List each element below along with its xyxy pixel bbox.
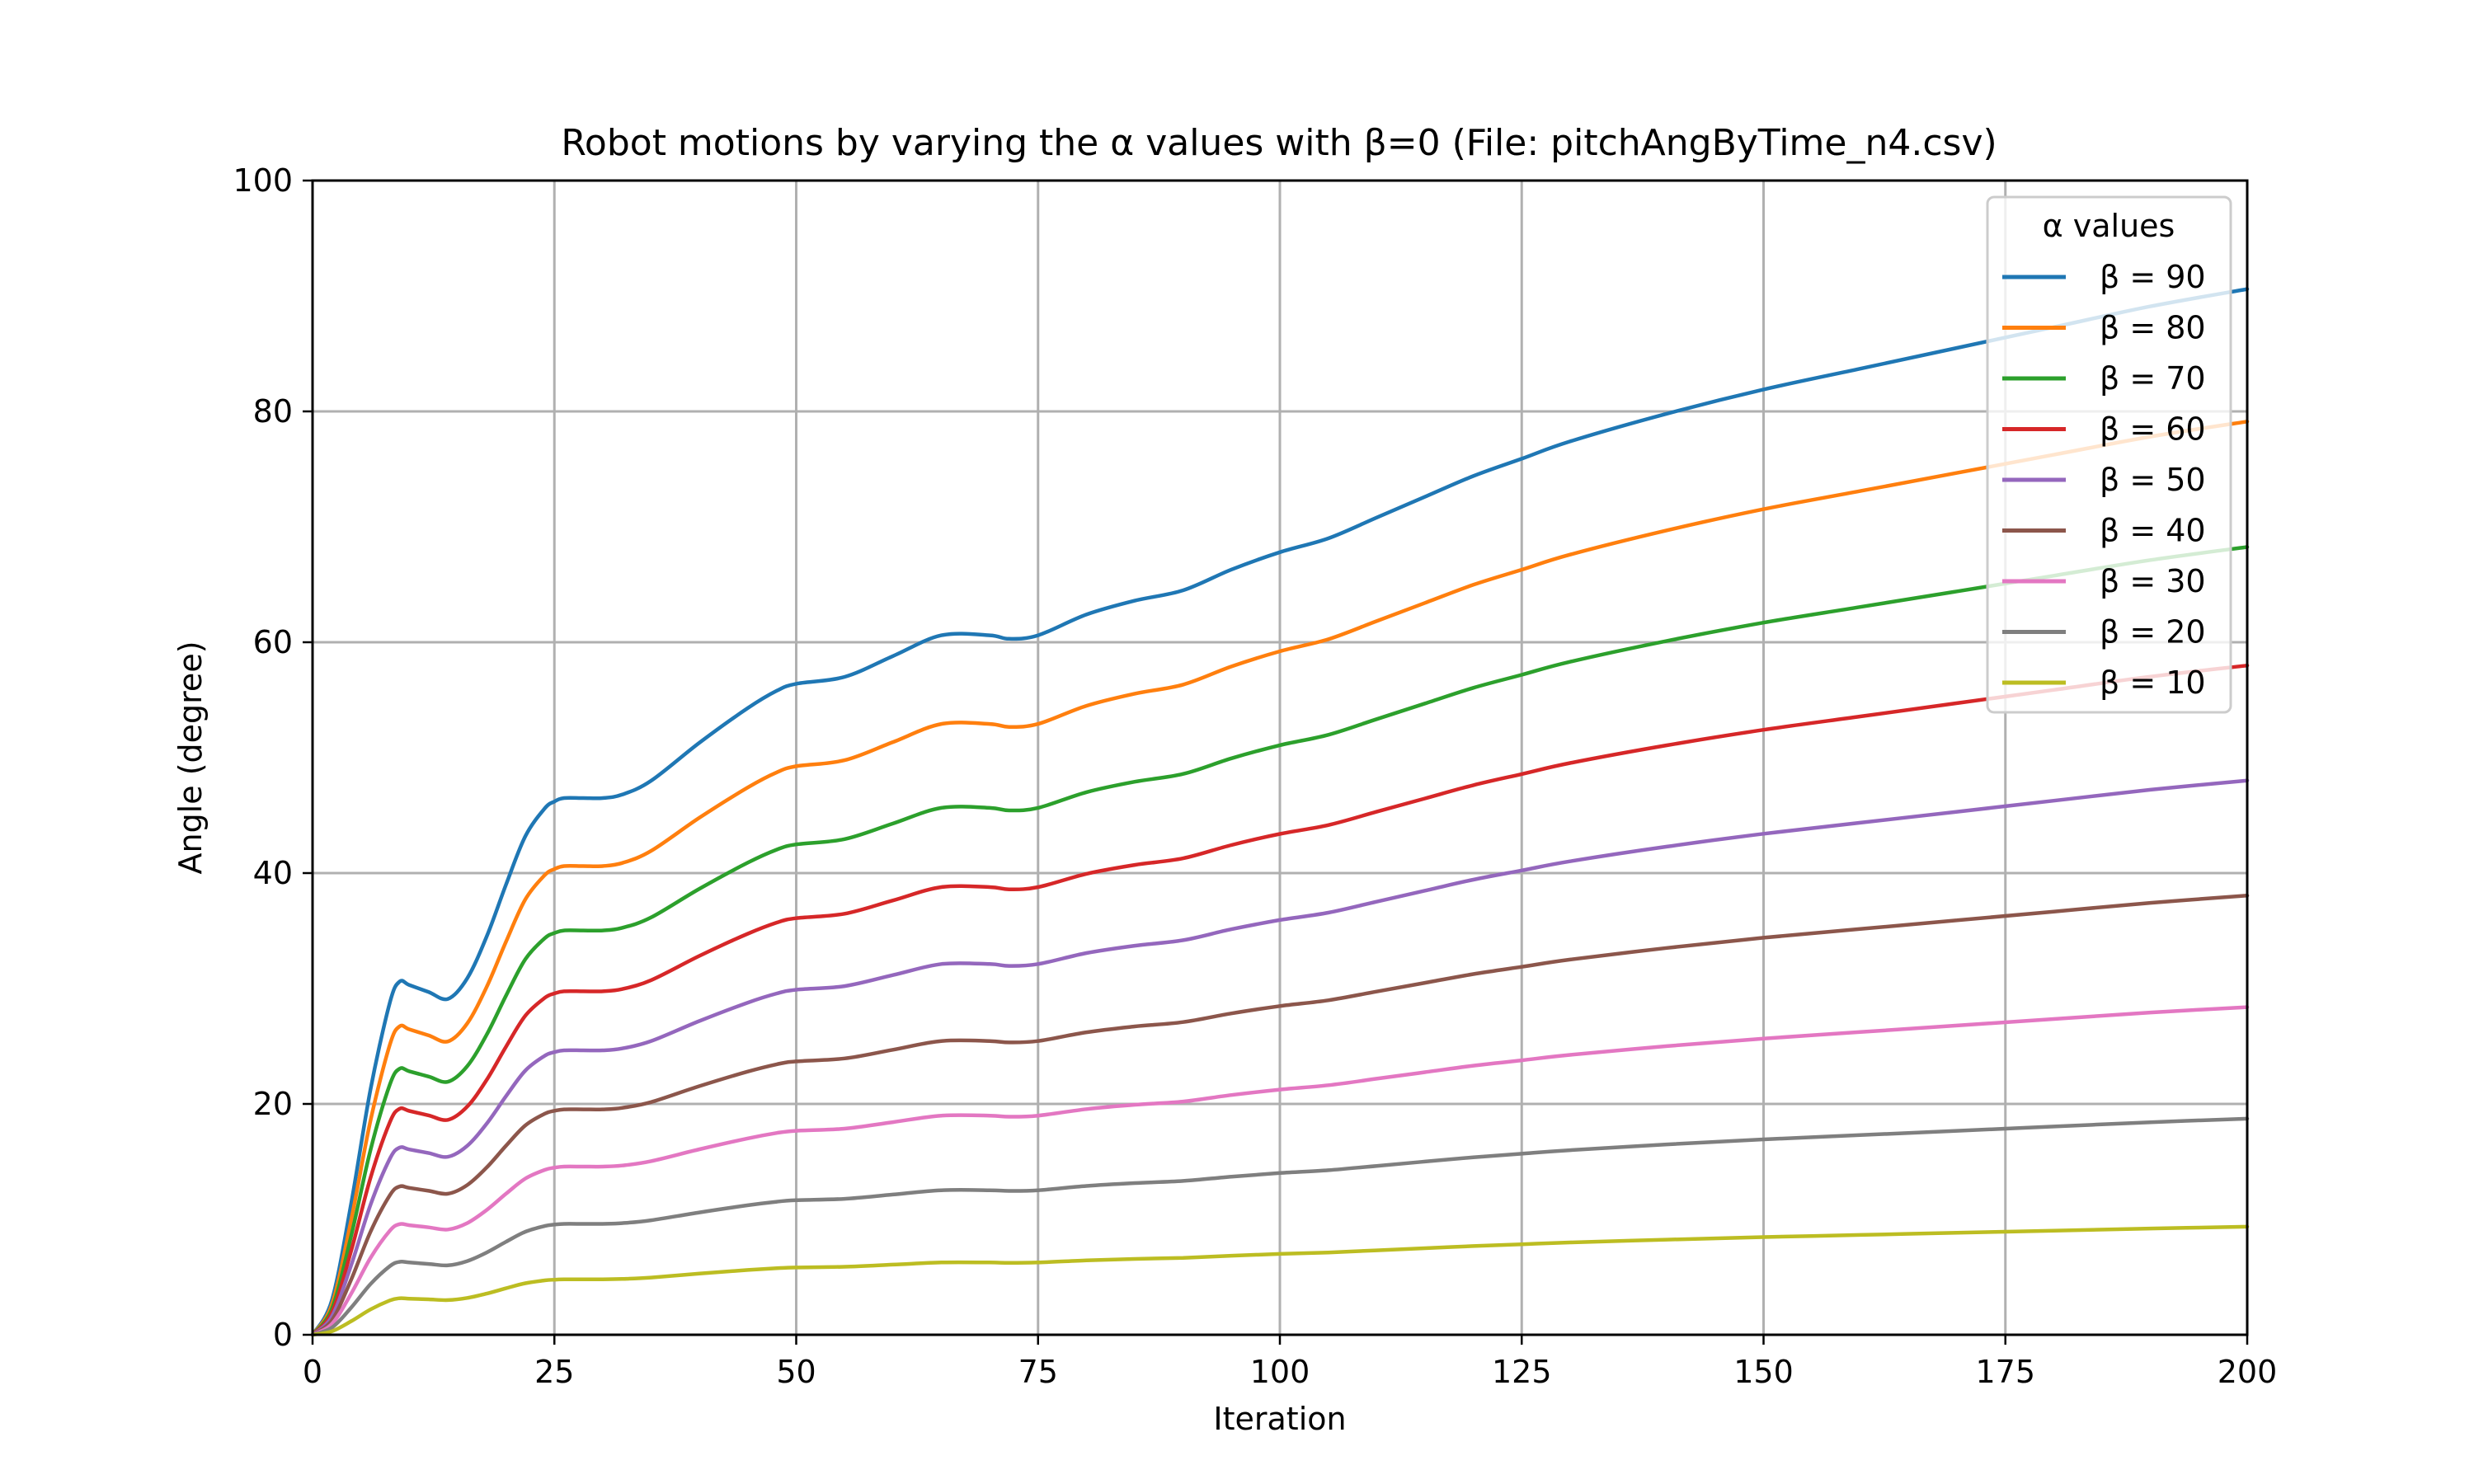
x-tick-label: 100 <box>1250 1354 1310 1390</box>
x-tick-label: 150 <box>1733 1354 1794 1390</box>
x-tick-label: 75 <box>1018 1354 1058 1390</box>
x-tick-label: 200 <box>2218 1354 2278 1390</box>
chart-title: Robot motions by varying the α values wi… <box>561 122 1997 164</box>
legend-items: β = 90 β = 80 β = 70 β = 60 β = 50 β = 40 β = … <box>2002 259 2206 701</box>
legend-label: β = 10 <box>2100 665 2206 701</box>
legend-label: β = 20 <box>2100 614 2206 650</box>
legend-label: β = 50 <box>2100 462 2206 498</box>
legend-label: β = 80 <box>2100 310 2206 346</box>
legend-label: β = 70 <box>2100 360 2206 397</box>
y-tick-label: 80 <box>253 393 293 430</box>
y-tick-label: 100 <box>233 162 293 199</box>
y-tick-label: 60 <box>253 624 293 660</box>
series-line <box>310 1224 2250 1337</box>
series-line <box>310 420 2250 1337</box>
y-tick-label: 20 <box>253 1086 293 1122</box>
legend-title: α values <box>2043 208 2175 244</box>
series-group <box>310 287 2250 1337</box>
y-axis-label: Angle (degree) <box>172 641 209 874</box>
legend-label: β = 30 <box>2100 563 2206 599</box>
series-line <box>310 1005 2250 1337</box>
x-tick-label: 50 <box>776 1354 816 1390</box>
legend-label: β = 90 <box>2100 259 2206 295</box>
y-tick-label: 0 <box>273 1317 293 1353</box>
series-line <box>310 287 2250 1337</box>
grid <box>311 179 2249 1336</box>
series-line <box>310 1116 2250 1337</box>
legend: α values β = 90β = 80β = 70β = 60β = 50β… <box>1986 195 2232 714</box>
y-tick-label: 40 <box>253 855 293 891</box>
x-tick-label: 175 <box>1975 1354 2035 1390</box>
x-tick-label: 0 <box>303 1354 322 1390</box>
legend-label: β = 60 <box>2100 411 2206 448</box>
series-line <box>310 663 2250 1337</box>
series-line <box>310 894 2250 1337</box>
series-line <box>310 545 2250 1337</box>
x-tick-label: 25 <box>534 1354 574 1390</box>
legend-label: β = 40 <box>2100 513 2206 549</box>
x-axis-label: Iteration <box>1213 1401 1346 1437</box>
x-tick-label: 125 <box>1492 1354 1552 1390</box>
series-line <box>310 778 2250 1337</box>
axis-ticks: 0 25 50 75 100 125 150 175 200 0 20 40 60 80 100 <box>233 162 2277 1390</box>
